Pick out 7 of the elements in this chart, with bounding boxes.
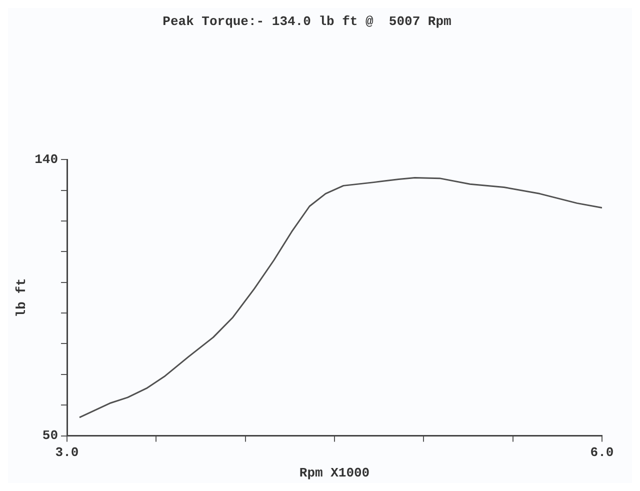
x-tick-label: 3.0: [55, 444, 79, 460]
y-tick-label: 140: [34, 152, 58, 167]
chart-title: Peak Torque:- 134.0 lb ft @ 5007 Rpm: [162, 14, 452, 30]
y-tick-label: 50: [42, 428, 58, 444]
x-tick-label: 6.0: [590, 444, 614, 460]
y-axis-title: lb ft: [14, 278, 30, 318]
x-axis-title: Rpm X1000: [299, 465, 370, 480]
